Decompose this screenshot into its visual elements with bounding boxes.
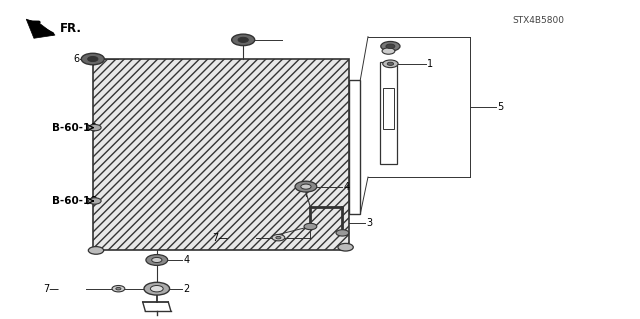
Text: 6—: 6— (238, 35, 254, 45)
Circle shape (301, 184, 311, 189)
Polygon shape (26, 19, 55, 38)
Circle shape (295, 181, 317, 192)
Text: B-60-10: B-60-10 (52, 196, 98, 206)
Bar (349, 80, 360, 214)
Text: 7—: 7— (43, 284, 59, 294)
Text: 4: 4 (344, 182, 350, 192)
Circle shape (88, 247, 104, 254)
Circle shape (152, 257, 162, 263)
Text: 5: 5 (497, 102, 504, 112)
Text: 3: 3 (366, 218, 372, 228)
Text: 4: 4 (184, 255, 190, 265)
Circle shape (116, 287, 121, 290)
Bar (93, 59, 349, 250)
Circle shape (146, 255, 168, 265)
Circle shape (88, 56, 98, 62)
Circle shape (387, 62, 394, 65)
Bar (380, 62, 397, 164)
Circle shape (383, 60, 398, 68)
Text: 2: 2 (184, 284, 190, 294)
Text: B-60-10: B-60-10 (52, 122, 98, 133)
Circle shape (88, 198, 101, 204)
Text: STX4B5800: STX4B5800 (512, 16, 564, 25)
Circle shape (382, 48, 395, 54)
Circle shape (112, 286, 125, 292)
Circle shape (238, 37, 248, 42)
Circle shape (144, 282, 170, 295)
Text: 6—: 6— (74, 54, 90, 64)
Circle shape (150, 286, 163, 292)
Circle shape (232, 34, 255, 46)
Text: 7—: 7— (212, 233, 228, 243)
Text: FR.: FR. (60, 22, 81, 35)
Circle shape (386, 44, 395, 48)
Circle shape (304, 223, 317, 230)
Circle shape (272, 234, 285, 241)
Circle shape (81, 53, 104, 65)
Circle shape (381, 41, 400, 51)
Circle shape (276, 236, 281, 239)
Circle shape (338, 243, 353, 251)
Circle shape (336, 230, 349, 236)
Circle shape (88, 124, 101, 131)
Bar (383, 88, 394, 129)
Text: 1: 1 (427, 59, 433, 69)
